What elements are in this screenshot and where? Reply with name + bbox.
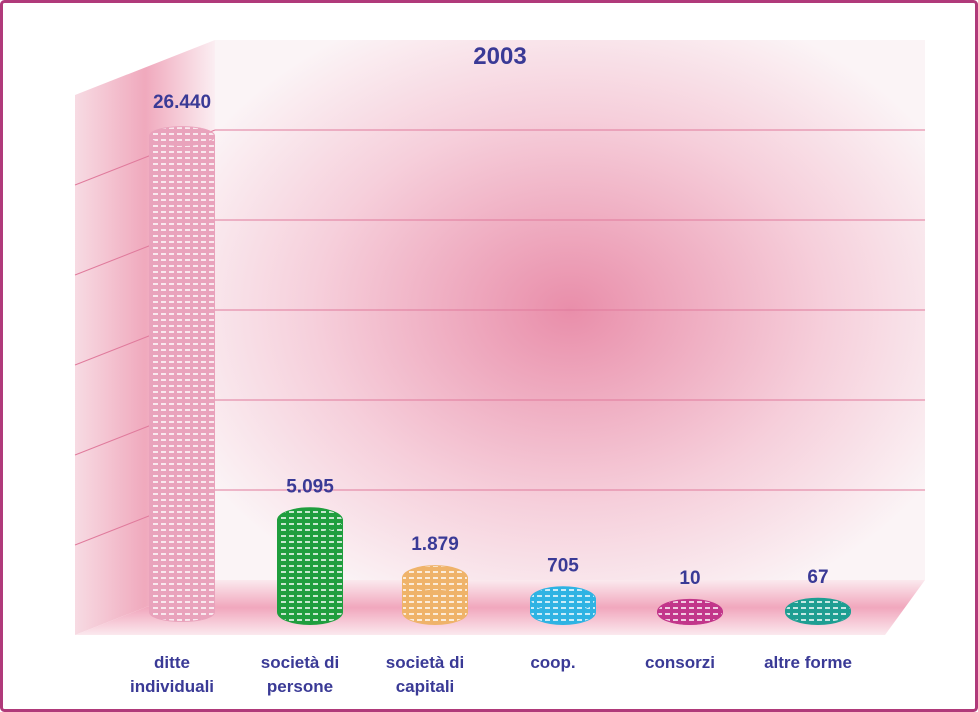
- x-tick-label-line: persone: [267, 677, 333, 696]
- x-tick-label: società di persone: [261, 653, 339, 696]
- x-tick-label-line: consorzi: [645, 653, 715, 672]
- bar: [402, 565, 468, 625]
- x-tick-label: coop.: [530, 653, 575, 672]
- x-tick-label-line: altre forme: [764, 653, 852, 672]
- value-label: 26.440: [153, 92, 211, 113]
- value-label: 10: [679, 568, 700, 589]
- bar-texture: [403, 578, 467, 624]
- bar-texture: [278, 520, 342, 624]
- x-tick-label-line: capitali: [396, 677, 455, 696]
- bar-texture: [150, 136, 214, 621]
- bar-top-texture: [786, 598, 850, 623]
- value-label: 1.879: [411, 534, 459, 555]
- bar: [149, 126, 215, 622]
- bar: [785, 597, 851, 625]
- bar: [657, 598, 723, 625]
- value-label: 5.095: [286, 476, 334, 497]
- x-tick-label-line: individuali: [130, 677, 214, 696]
- bar-top-texture: [658, 599, 722, 624]
- value-label: 67: [807, 567, 828, 588]
- x-tick-label-line: società di: [386, 653, 464, 672]
- bar-top-texture: [531, 587, 595, 612]
- x-tick-label: altre forme: [764, 653, 852, 672]
- bar: [277, 507, 343, 625]
- x-tick-label-line: ditte: [154, 653, 190, 672]
- x-tick-label-line: società di: [261, 653, 339, 672]
- bar-top-texture: [403, 566, 467, 591]
- bar: [530, 586, 596, 625]
- bar-top-texture: [278, 508, 342, 533]
- value-label: 705: [547, 555, 579, 576]
- x-tick-label: società di capitali: [386, 653, 464, 696]
- chart-title: 2003: [473, 43, 526, 70]
- x-tick-label-line: coop.: [530, 653, 575, 672]
- x-tick-label: consorzi: [645, 653, 715, 672]
- x-tick-label: ditte individuali: [130, 653, 214, 696]
- bar-top-texture: [150, 127, 214, 146]
